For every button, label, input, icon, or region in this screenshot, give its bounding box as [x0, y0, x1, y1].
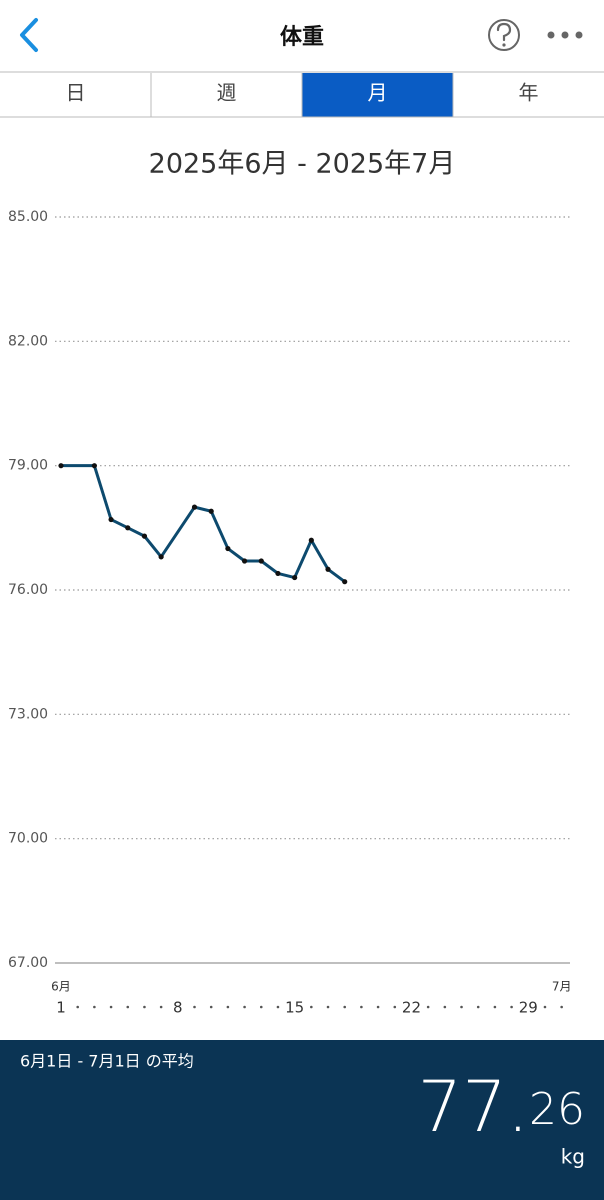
data-point: [225, 545, 231, 552]
y-tick-label: 85.00: [8, 209, 48, 225]
tab-label: 日: [66, 81, 86, 105]
x-minor-dot: [259, 1005, 263, 1009]
x-minor-dot: [109, 1005, 113, 1009]
tab[interactable]: [302, 73, 453, 117]
y-tick-label: 70.00: [8, 831, 48, 847]
x-tick-label: 15: [285, 999, 304, 1017]
x-minor-dot: [126, 1005, 130, 1009]
data-point: [125, 525, 131, 531]
x-minor-dot: [226, 1005, 230, 1009]
data-line: [61, 464, 346, 583]
data-point: [325, 566, 331, 572]
x-tick-label: 1: [56, 999, 66, 1017]
x-minor-dot: [343, 1005, 347, 1009]
tab[interactable]: [0, 73, 151, 117]
x-minor-dot: [143, 1005, 146, 1009]
tab-label: 月: [368, 81, 388, 105]
x-minor-dot: [276, 1005, 280, 1009]
month-label: 6月: [51, 980, 71, 994]
x-minor-dot: [560, 1005, 563, 1009]
average-unit: kg: [561, 1145, 585, 1169]
x-minor-dot: [393, 1005, 397, 1009]
data-point: [141, 533, 148, 539]
data-point: [258, 558, 264, 564]
x-minor-dot: [376, 1005, 380, 1009]
tab-label: 週: [217, 81, 237, 105]
x-minor-dot: [510, 1005, 513, 1009]
x-minor-dot: [476, 1005, 480, 1009]
y-tick-label: 73.00: [8, 706, 48, 722]
x-tick-label: 8: [173, 999, 183, 1017]
average-period: 6月1日 - 7月1日 の平均: [20, 1052, 194, 1071]
x-minor-dot: [243, 1005, 246, 1009]
data-point: [308, 537, 314, 543]
data-point: [275, 570, 281, 577]
back-button[interactable]: [20, 18, 38, 52]
x-minor-dot: [159, 1005, 163, 1009]
month-label: 7月: [552, 980, 572, 994]
x-minor-dot: [360, 1005, 363, 1009]
x-minor-dot: [460, 1005, 463, 1009]
header-title: 体重: [280, 25, 324, 50]
tab[interactable]: [453, 73, 604, 117]
footer-panel: [0, 1040, 604, 1200]
data-point: [191, 504, 198, 510]
data-point: [241, 558, 248, 564]
average-fraction: 26: [529, 1084, 585, 1135]
y-tick-label: 82.00: [8, 333, 48, 349]
x-minor-dot: [493, 1005, 497, 1009]
x-tick-label: 22: [402, 999, 421, 1017]
x-tick-label: 29: [519, 999, 538, 1017]
y-tick-label: 76.00: [8, 582, 48, 598]
x-minor-dot: [443, 1005, 447, 1009]
data-point: [91, 463, 97, 469]
data-point: [158, 554, 164, 560]
y-tick-label: 67.00: [8, 955, 48, 971]
average-whole: 77.: [418, 1066, 529, 1148]
more-button[interactable]: [547, 31, 583, 39]
help-button[interactable]: [488, 19, 520, 51]
x-minor-dot: [193, 1005, 196, 1009]
data-point: [292, 574, 298, 581]
chart: 85.00 82.00 79.00 76.00 73.00 70.00 67.00 1 8 15 2…: [8, 209, 571, 1017]
x-minor-dot: [76, 1005, 79, 1009]
data-point: [342, 579, 348, 585]
x-minor-dot: [93, 1005, 96, 1009]
x-minor-dot: [326, 1005, 330, 1009]
tab[interactable]: [151, 73, 302, 117]
data-point: [208, 508, 214, 514]
y-tick-label: 79.00: [8, 458, 48, 474]
tab-label: 年: [519, 81, 539, 105]
x-minor-dot: [310, 1005, 313, 1009]
chart-title: 2025年6月 - 2025年7月: [149, 149, 456, 180]
x-minor-dot: [426, 1005, 430, 1009]
tab-bar: 日週月年: [0, 73, 604, 117]
x-minor-dot: [209, 1005, 213, 1009]
data-point: [108, 516, 114, 523]
data-point: [58, 463, 64, 469]
x-minor-dot: [543, 1005, 547, 1009]
average-value: 77.26: [418, 1066, 585, 1148]
